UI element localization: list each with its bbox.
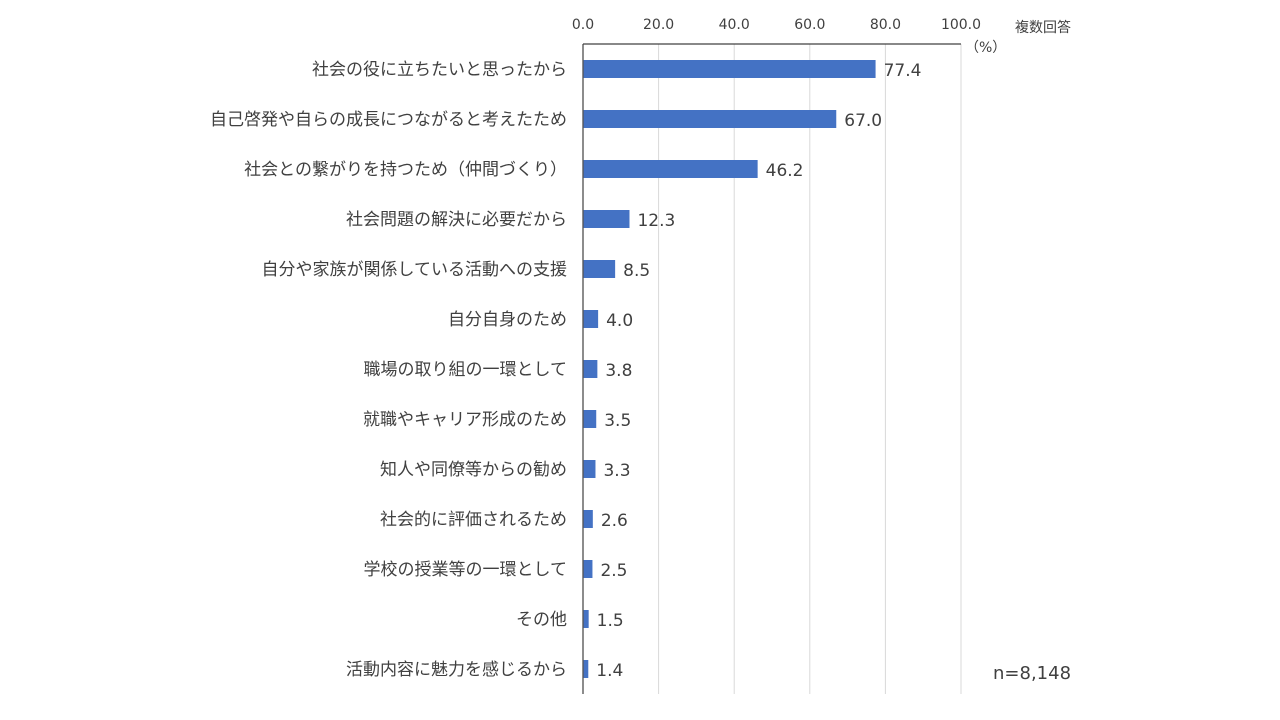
category-label: 社会の役に立ちたいと思ったから — [312, 60, 567, 80]
bars — [583, 60, 876, 678]
category-label: 職場の取り組の一環として — [364, 360, 568, 380]
bar — [583, 160, 758, 178]
category-label: 自己啓発や自らの成長につながると考えたため — [210, 110, 567, 130]
data-label: 3.3 — [603, 461, 630, 481]
data-label: 2.6 — [601, 511, 628, 531]
data-label: 12.3 — [637, 211, 675, 231]
bar — [583, 360, 598, 378]
x-tick-label: 100.0 — [941, 17, 981, 33]
data-label: 3.5 — [604, 411, 631, 431]
category-label: 自分や家族が関係している活動への支援 — [262, 260, 568, 280]
category-label: 社会的に評価されるため — [380, 510, 567, 530]
data-label: 4.0 — [606, 311, 633, 331]
category-label: 知人や同僚等からの勧め — [380, 460, 567, 480]
bar — [583, 260, 616, 278]
bar — [583, 660, 589, 678]
bar — [583, 410, 597, 428]
category-label: 学校の授業等の一環として — [364, 560, 568, 580]
x-tick-label: 80.0 — [870, 17, 901, 33]
bar — [583, 310, 599, 328]
category-label: 就職やキャリア形成のため — [363, 410, 567, 430]
data-label: 77.4 — [884, 61, 922, 81]
category-label: 社会との繋がりを持つため（仲間づくり） — [244, 160, 567, 180]
data-label: 1.4 — [596, 661, 623, 681]
bar — [583, 560, 593, 578]
category-label: 自分自身のため — [448, 310, 567, 330]
bar — [583, 460, 596, 478]
x-axis: 0.0 20.0 40.0 60.0 80.0 100.0 — [572, 17, 981, 694]
data-label: 46.2 — [766, 161, 804, 181]
bar — [583, 110, 837, 128]
x-tick-label: 40.0 — [719, 17, 750, 33]
labels: 社会の役に立ちたいと思ったから 77.4 自己啓発や自らの成長につながると考えたため… — [210, 60, 921, 681]
unit-label: （%） — [965, 40, 1006, 56]
data-label: 3.8 — [605, 361, 632, 381]
bar — [583, 210, 630, 228]
category-label: その他 — [516, 610, 567, 630]
data-label: 67.0 — [844, 111, 882, 131]
multiple-answer-note: 複数回答 — [1015, 19, 1071, 36]
sample-size-label: n=8,148 — [993, 663, 1071, 684]
bar — [583, 510, 593, 528]
category-label: 活動内容に魅力を感じるから — [346, 660, 567, 680]
category-label: 社会問題の解決に必要だから — [346, 210, 567, 230]
gridlines — [658, 44, 962, 694]
x-tick-label: 60.0 — [794, 17, 825, 33]
data-label: 1.5 — [597, 611, 624, 631]
x-tick-label: 20.0 — [643, 17, 674, 33]
x-tick-label: 0.0 — [572, 17, 594, 33]
bar — [583, 60, 876, 78]
data-label: 2.5 — [600, 561, 627, 581]
data-label: 8.5 — [623, 261, 650, 281]
bar — [583, 610, 589, 628]
